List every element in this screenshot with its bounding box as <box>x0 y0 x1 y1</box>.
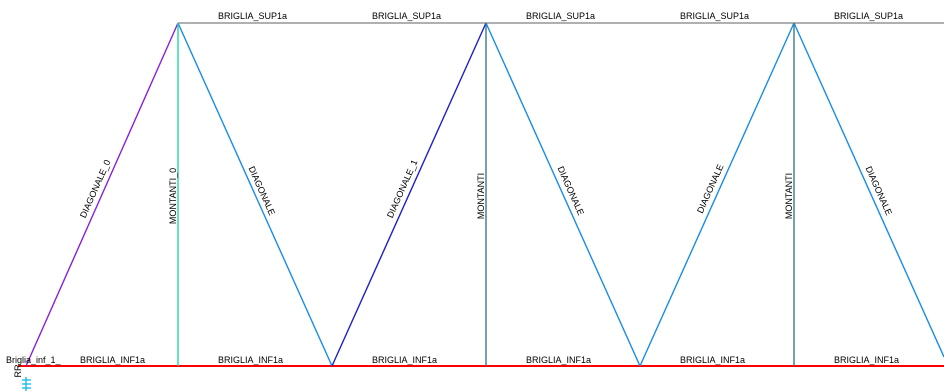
diagonal-d[interactable] <box>793 22 944 358</box>
diagonal-label: DIAGONALE <box>555 165 585 217</box>
diagonal-c[interactable] <box>639 22 795 367</box>
top-chord-label: BRIGLIA_SUP1a <box>372 11 441 21</box>
bottom-chord-label: BRIGLIA_INF1a <box>834 355 899 365</box>
bottom-chord-label: BRIGLIA_INF1a <box>680 355 745 365</box>
top-chord-label: BRIGLIA_SUP1a <box>680 11 749 21</box>
diagonal-a[interactable] <box>177 22 333 367</box>
bottom-chord-label: BRIGLIA_INF1a <box>218 355 283 365</box>
support-icon[interactable] <box>22 377 31 391</box>
vertical-label: MONTANTI <box>784 173 794 219</box>
diagonal-label: DIAGONALE <box>863 165 893 217</box>
diagonal-0[interactable] <box>25 22 179 367</box>
vertical-label: MONTANTI <box>476 173 486 219</box>
diagonal-b[interactable] <box>485 22 641 367</box>
diagonal-label: DIAGONALE <box>695 163 725 215</box>
support-label: RR <box>13 364 23 377</box>
top-chord-label: BRIGLIA_SUP1a <box>526 11 595 21</box>
diagonal-1[interactable] <box>331 22 487 367</box>
vertical-label: MONTANTI_0 <box>168 168 178 224</box>
top-chord-label: BRIGLIA_SUP1a <box>834 11 903 21</box>
top-chord-label: BRIGLIA_SUP1a <box>218 11 287 21</box>
bottom-chord-end-label: Briglia_inf_1_ <box>6 355 62 365</box>
bottom-chord-label: BRIGLIA_INF1a <box>372 355 437 365</box>
bottom-chord-label: BRIGLIA_INF1a <box>80 355 145 365</box>
bottom-chord-label: BRIGLIA_INF1a <box>526 355 591 365</box>
